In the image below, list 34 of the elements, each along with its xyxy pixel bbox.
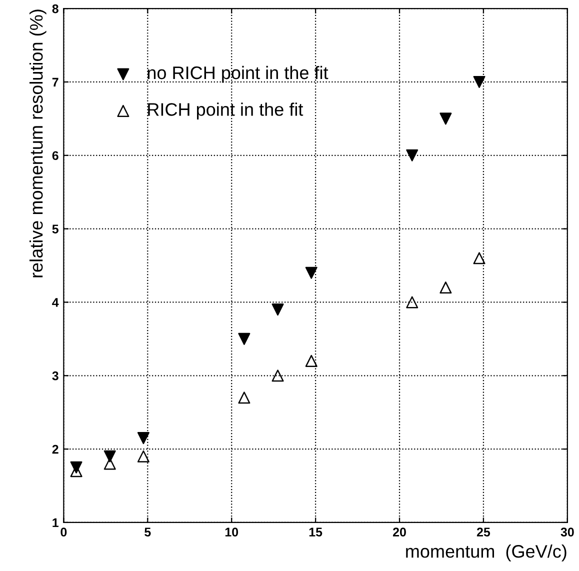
- point: [104, 450, 116, 462]
- point: [305, 266, 318, 279]
- point: [272, 370, 284, 382]
- x-tick-label: 20: [392, 528, 406, 537]
- y-tick-label: 6: [52, 151, 58, 160]
- legend-label: no RICH point in the fit: [148, 66, 328, 83]
- point: [473, 76, 486, 88]
- point: [406, 296, 418, 308]
- x-tick-label: 30: [560, 528, 574, 537]
- y-axis-title: relative momentum resolution (%): [29, 10, 46, 278]
- point: [238, 392, 250, 404]
- point: [238, 332, 250, 345]
- x-tick-label: 15: [309, 528, 322, 537]
- y-tick-label: 5: [52, 224, 58, 234]
- y-tick-label: 1: [52, 518, 58, 527]
- point: [305, 354, 318, 367]
- point: [137, 450, 150, 462]
- y-tick-label: 7: [52, 78, 58, 87]
- x-tick-label: 25: [476, 528, 490, 537]
- legend-label: RICH point in the fit: [148, 102, 304, 120]
- y-tick-label: 8: [52, 4, 58, 14]
- y-tick-label: 3: [52, 371, 58, 380]
- y-tick-label: 2: [52, 444, 58, 454]
- point: [406, 149, 418, 162]
- point: [440, 112, 452, 125]
- x-tick-label: 5: [144, 528, 151, 537]
- y-tick-label: 4: [52, 298, 59, 307]
- point: [137, 432, 150, 444]
- x-tick-label: 0: [60, 528, 67, 537]
- point: [272, 304, 284, 316]
- point: [473, 252, 486, 264]
- x-axis-title: momentum (GeV/c): [406, 544, 566, 562]
- point: [440, 282, 452, 294]
- x-tick-label: 10: [225, 528, 238, 537]
